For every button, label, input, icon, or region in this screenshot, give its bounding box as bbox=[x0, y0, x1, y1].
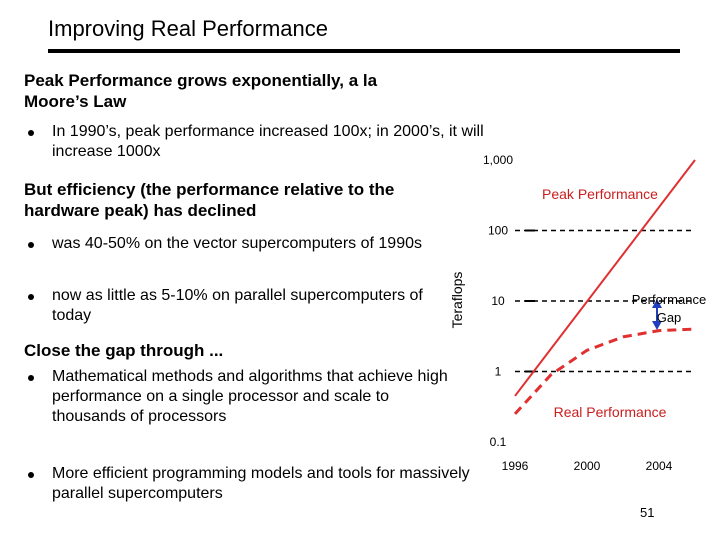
gap-label-line1: Performance bbox=[632, 292, 706, 307]
bullet-1990s-growth: In 1990’s, peak performance increased 10… bbox=[24, 122, 492, 162]
x-tick-label: 2004 bbox=[646, 459, 673, 473]
y-tick-label: 0.1 bbox=[490, 435, 507, 449]
y-tick-label: 100 bbox=[488, 224, 508, 238]
heading-peak-growth: Peak Performance grows exponentially, a … bbox=[24, 71, 378, 111]
peak-performance-label: Peak Performance bbox=[542, 186, 658, 202]
peak-performance-line bbox=[514, 159, 696, 397]
bullet-math-methods: Mathematical methods and algorithms that… bbox=[24, 367, 452, 427]
y-axis-label: Teraflops bbox=[449, 272, 465, 329]
gap-label-line2: Gap bbox=[657, 310, 682, 325]
heading-efficiency-decline: But efficiency (the performance relative… bbox=[24, 180, 395, 220]
gap-arrow-head-up bbox=[652, 299, 662, 308]
bullet-programming-models: More efficient programming models and to… bbox=[24, 464, 472, 504]
heading-close-gap: Close the gap through ... bbox=[24, 341, 224, 360]
slide-number: 51 bbox=[640, 505, 655, 520]
y-tick-label: 10 bbox=[491, 294, 505, 308]
bullet-parallel-efficiency: now as little as 5-10% on parallel super… bbox=[24, 286, 448, 326]
gap-arrow-head-down bbox=[652, 321, 662, 331]
x-tick-label: 2000 bbox=[574, 459, 601, 473]
slide-title: Improving Real Performance bbox=[48, 16, 329, 41]
real-performance-label: Real Performance bbox=[554, 404, 667, 420]
bullet-vector-efficiency: was 40-50% on the vector supercomputers … bbox=[24, 234, 464, 254]
title-underline bbox=[48, 49, 680, 53]
x-tick-label: 1996 bbox=[502, 459, 529, 473]
y-tick-label: 1 bbox=[495, 365, 502, 379]
y-tick-label: 1,000 bbox=[483, 153, 513, 167]
